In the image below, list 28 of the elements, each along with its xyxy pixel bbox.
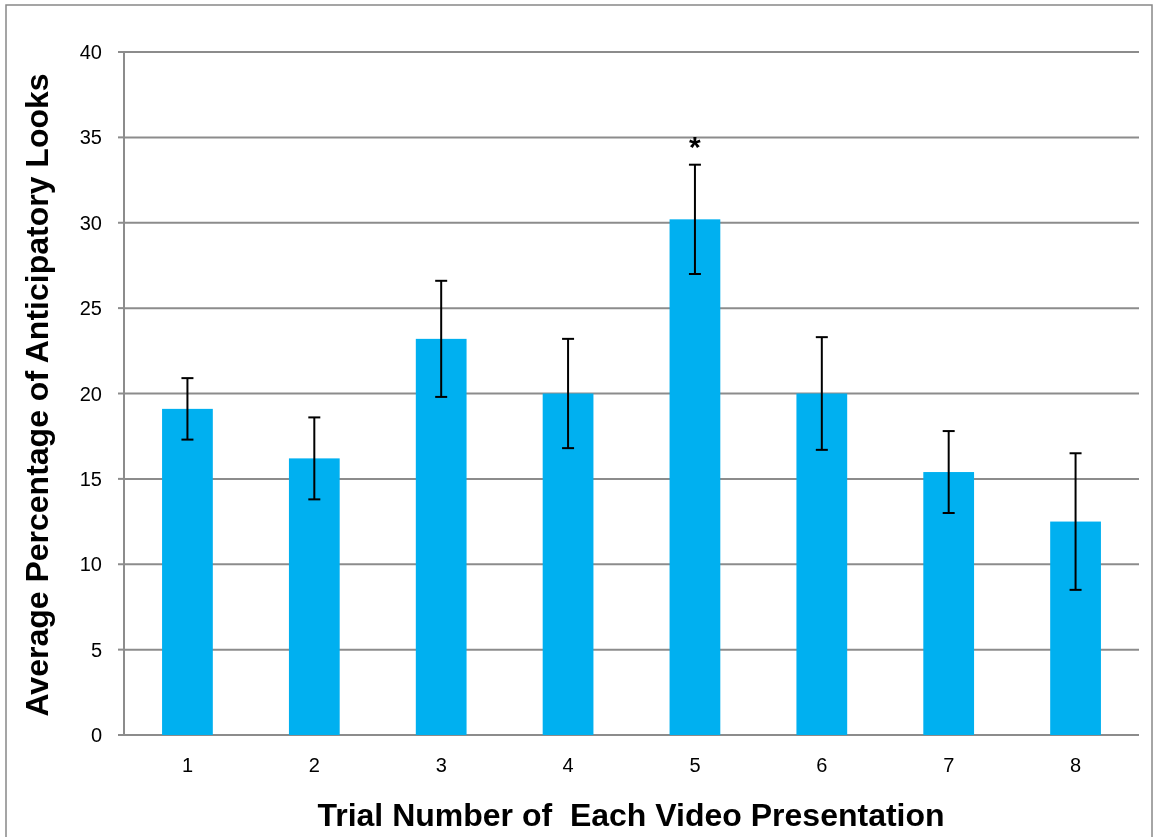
annotation: *: [689, 129, 702, 163]
bar: [923, 472, 975, 735]
y-tick-label: 35: [79, 126, 102, 149]
y-tick-label: 40: [79, 41, 102, 63]
y-axis-title: Average Percentage of Anticipatory Looks: [19, 73, 55, 717]
x-axis-title: Trial Number of Each Video Presentation: [317, 797, 945, 833]
x-tick-label: 7: [943, 754, 955, 776]
x-tick-label: 6: [816, 754, 828, 776]
x-tick-label: 8: [1070, 754, 1082, 776]
x-tick-label: 1: [181, 754, 193, 776]
bar: [542, 393, 594, 735]
bar: [796, 393, 848, 735]
y-tick-label: 15: [79, 467, 102, 490]
y-tick-label: 30: [79, 211, 102, 234]
x-tick-label: 2: [308, 754, 320, 776]
bar: [1050, 521, 1101, 735]
bar: [288, 458, 340, 735]
x-tick-label: 3: [435, 754, 447, 776]
y-tick-label: 5: [90, 638, 102, 661]
bar: [669, 219, 721, 735]
bar: [415, 338, 467, 735]
y-tick-label: 20: [79, 382, 102, 405]
y-tick-label: 10: [79, 553, 102, 576]
x-tick-label: 5: [689, 754, 701, 776]
x-tick-label: 4: [562, 754, 574, 776]
bar: [162, 408, 213, 735]
y-tick-label: 25: [79, 297, 102, 320]
y-tick-label: 0: [90, 724, 102, 746]
